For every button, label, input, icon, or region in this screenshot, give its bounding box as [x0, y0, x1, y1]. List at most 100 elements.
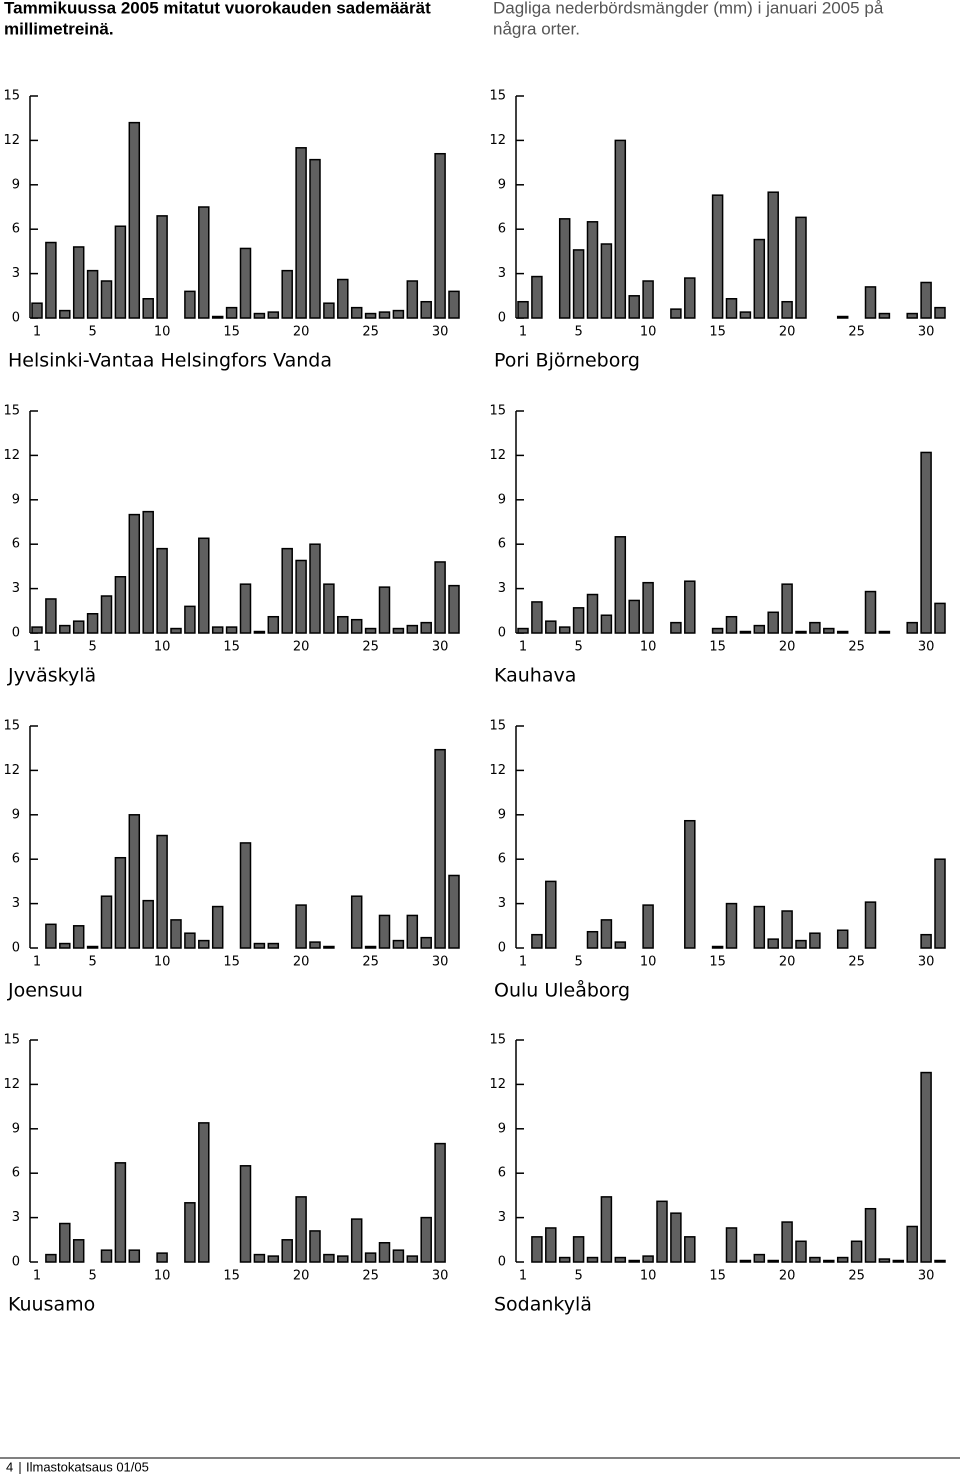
bar [572, 607, 585, 634]
bar [100, 1249, 113, 1263]
bar [684, 1236, 696, 1263]
bar [767, 1259, 779, 1263]
y-tick-label: 0 [498, 1255, 506, 1270]
y-tick-label: 6 [498, 222, 506, 237]
bar [128, 1249, 141, 1263]
bar [281, 269, 293, 319]
x-tick-label: 10 [154, 640, 171, 655]
bar [809, 621, 821, 634]
bar [642, 904, 654, 949]
bar [378, 914, 391, 949]
x-tick-label: 10 [640, 955, 657, 970]
bar [934, 306, 946, 319]
bar [281, 1239, 293, 1263]
x-tick-label: 15 [709, 1269, 726, 1284]
y-tick-label: 12 [489, 763, 506, 778]
location-title: Sodankylä [494, 1294, 592, 1316]
x-tick-label: 25 [848, 1269, 865, 1284]
bar [864, 901, 877, 949]
bar [670, 1212, 682, 1263]
bar [239, 1165, 252, 1263]
bar [558, 218, 571, 319]
bar [906, 621, 918, 634]
x-tick-label: 25 [848, 325, 865, 340]
bar [600, 1196, 613, 1263]
bar [878, 1258, 891, 1263]
bar [781, 1221, 793, 1263]
bar [392, 309, 405, 319]
bar [836, 315, 849, 319]
bar [72, 246, 85, 319]
bar [337, 1255, 349, 1263]
y-tick-label: 9 [12, 807, 20, 822]
x-tick-label: 5 [88, 325, 96, 340]
bar [420, 936, 432, 949]
x-tick-label: 20 [293, 325, 310, 340]
x-tick-label: 15 [223, 325, 240, 340]
x-tick-label: 20 [293, 955, 310, 970]
bar [267, 1255, 280, 1263]
x-tick-label: 20 [779, 955, 796, 970]
bar [434, 1142, 446, 1263]
bar [864, 590, 877, 634]
x-tick-label: 30 [918, 955, 935, 970]
bar [114, 225, 127, 319]
bar [586, 221, 599, 319]
bar [170, 627, 182, 634]
x-tick-label: 30 [918, 325, 935, 340]
x-tick-label: 1 [33, 955, 41, 970]
bar [295, 559, 307, 634]
x-tick-label: 15 [223, 955, 240, 970]
x-tick-label: 5 [574, 955, 582, 970]
bar [906, 1225, 918, 1263]
y-tick-label: 15 [489, 719, 506, 734]
bar [253, 630, 266, 634]
bar [642, 581, 654, 634]
bar [781, 300, 793, 319]
bar [323, 1253, 335, 1263]
bar [572, 249, 585, 319]
bar [767, 938, 779, 949]
x-tick-label: 10 [154, 325, 171, 340]
x-tick-label: 5 [574, 1269, 582, 1284]
bar [239, 247, 252, 319]
bar [45, 241, 57, 319]
bar [198, 939, 210, 949]
bar [295, 904, 307, 949]
bar [86, 613, 99, 634]
bar [406, 280, 419, 319]
bar [739, 1259, 752, 1263]
bar [128, 121, 141, 319]
bar [364, 312, 377, 319]
bar [170, 919, 182, 949]
y-tick-label: 0 [12, 626, 20, 641]
bar [267, 942, 280, 949]
bar [600, 919, 613, 949]
bar [795, 630, 807, 634]
bar [323, 583, 335, 634]
bar [86, 945, 99, 949]
y-tick-label: 6 [12, 222, 20, 237]
bar [600, 614, 613, 634]
y-tick-label: 15 [3, 719, 20, 734]
bar [809, 1256, 821, 1263]
bar [781, 583, 793, 634]
location-title: Pori Björneborg [494, 350, 640, 372]
bar [184, 1202, 196, 1263]
bar [434, 748, 446, 949]
bar [239, 842, 252, 949]
bar [836, 929, 849, 949]
bar [378, 586, 391, 634]
bar [406, 1255, 419, 1263]
bar [420, 1216, 432, 1263]
bar [586, 593, 599, 634]
bar [586, 1256, 599, 1263]
bar [628, 1259, 640, 1263]
bar [323, 945, 335, 949]
y-tick-label: 12 [3, 1077, 20, 1092]
bar [309, 941, 321, 949]
bar [642, 1255, 654, 1263]
x-tick-label: 15 [223, 640, 240, 655]
y-tick-label: 6 [12, 852, 20, 867]
location-title: Helsinki-Vantaa Helsingfors Vanda [8, 350, 332, 372]
